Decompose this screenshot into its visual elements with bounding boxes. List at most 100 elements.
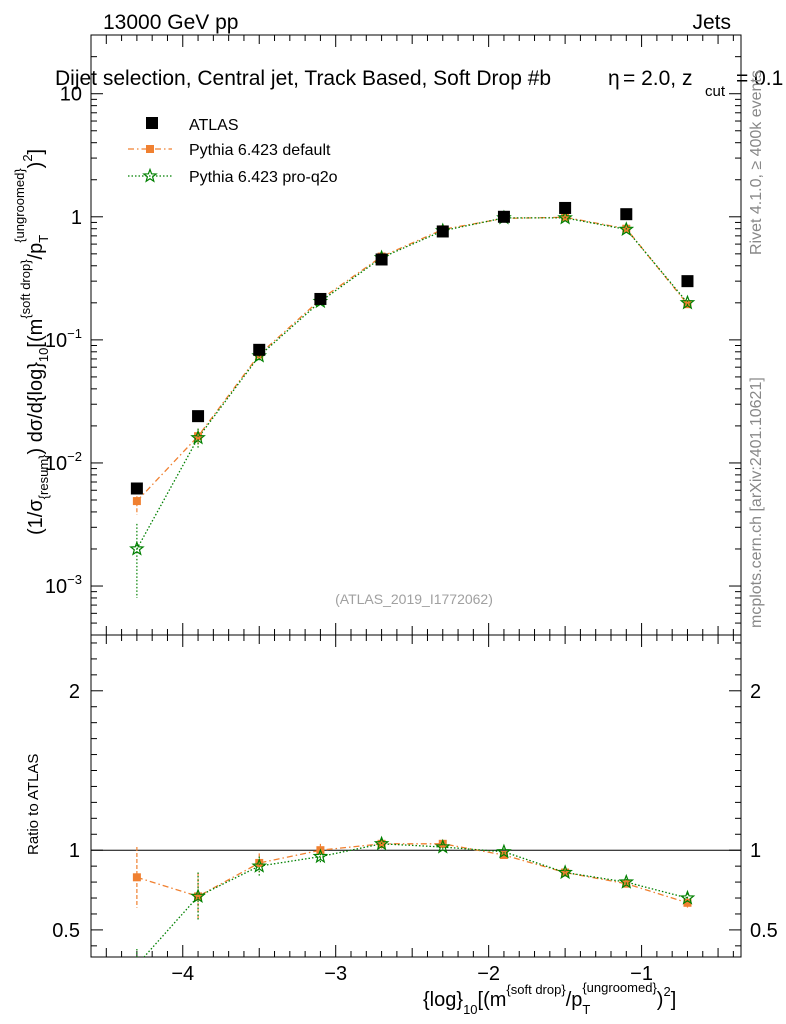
- ratio-y-axis-label: Ratio to ATLAS: [25, 754, 42, 855]
- x-axis-label: {log}10[(m{soft drop}/pT {ungroomed})2]: [423, 980, 676, 1017]
- x-tick-label: −3: [324, 963, 347, 985]
- ratio-default-point: [255, 858, 264, 867]
- legend-atlas-label: ATLAS: [189, 117, 239, 134]
- ratio-proq2o-point: [251, 857, 268, 873]
- atlas-point: [559, 201, 572, 214]
- main-y-tick-label: 1: [71, 207, 82, 229]
- proq2o-point: [618, 221, 635, 237]
- xlabel-part: /p: [566, 989, 583, 1011]
- ylabel-part: /p: [25, 243, 47, 260]
- proq2o-point: [679, 294, 696, 310]
- proq2o-point: [190, 429, 206, 445]
- plot-title-beta: η: [608, 67, 620, 90]
- ratio-proq2o-point: [434, 838, 451, 854]
- ratio-plot-frame: [90, 634, 742, 958]
- xlabel-part: ): [657, 989, 664, 1011]
- ratio-proq2o-point: [496, 843, 512, 859]
- atlas-point: [130, 482, 143, 495]
- proq2o-point: [129, 540, 145, 556]
- ratio-proq2o-point: [618, 873, 635, 889]
- ratio-plot-area: [132, 835, 696, 957]
- main-y-tick-label: 10−2: [45, 449, 82, 475]
- ylabel-part: {ungroomed}: [12, 168, 27, 243]
- ylabel-part: ]: [25, 149, 47, 155]
- x-tick-label: −4: [171, 963, 194, 985]
- ratio-y-tick-label-right: 0.5: [750, 920, 778, 942]
- plot-title: Dijet selection, Central jet, Track Base…: [55, 67, 551, 90]
- ratio-proq2o-point: [136, 956, 137, 957]
- ylabel-part: {resum}: [36, 454, 51, 499]
- xlabel-part: T: [582, 1002, 590, 1017]
- main-y-axis-label: (1/σ{resum}) dσ/d{log}10[(m{soft drop}/p…: [12, 149, 51, 535]
- analysis-watermark: (ATLAS_2019_I1772062): [335, 591, 493, 607]
- xlabel-part: {soft drop}: [506, 982, 566, 997]
- x-tick-label: −2: [477, 963, 500, 985]
- ratio-default-point: [132, 873, 141, 882]
- proq2o-point: [557, 209, 573, 225]
- ratio-line-default: [136, 843, 688, 904]
- xlabel-part: {ungroomed}: [582, 980, 657, 995]
- xlabel-part: {log}: [423, 989, 463, 1011]
- ratio-default-point: [561, 868, 570, 877]
- atlas-point: [681, 275, 694, 288]
- legend-default-label: Pythia 6.423 default: [189, 142, 331, 159]
- plot-title-sub: cut: [705, 83, 726, 100]
- xlabel-part: 10: [463, 1002, 477, 1017]
- legend-proq2o-marker: [142, 167, 158, 183]
- ylabel-part: [(m: [25, 319, 47, 348]
- main-y-tick-label: 10−1: [45, 326, 82, 352]
- ylabel-part: (1/σ: [25, 499, 47, 535]
- svg-text:(1/σ{resum}) dσ/d{log}10[(m{so: (1/σ{resum}) dσ/d{log}10[(m{soft drop}/p…: [12, 149, 51, 535]
- atlas-point: [497, 210, 510, 223]
- ratio-proq2o-point: [373, 835, 390, 851]
- ylabel-part: 2: [20, 154, 35, 161]
- plot-title-end: = 0.1: [736, 67, 783, 90]
- ratio-default-point: [194, 892, 203, 901]
- header-left: 13000 GeV pp: [103, 11, 238, 34]
- ylabel-part: T: [36, 235, 51, 243]
- ratio-y-tick-label: 0.5: [52, 920, 80, 942]
- ratio-proq2o-point: [679, 889, 696, 905]
- xlabel-part: 2: [663, 984, 670, 999]
- main-y-tick-label: 10: [60, 84, 82, 106]
- atlas-point: [253, 343, 266, 356]
- main-axis-ticks: 10−3 10−2 10−1 1 10: [45, 34, 741, 636]
- main-y-tick-label: 10−3: [45, 572, 82, 598]
- side-rivet-text: Rivet 4.1.0, ≥ 400k events: [748, 70, 765, 255]
- ylabel-part: 10: [36, 348, 51, 362]
- ratio-y-tick-label-right: 2: [750, 681, 761, 703]
- legend-atlas-marker: [146, 117, 158, 129]
- atlas-point: [314, 292, 327, 305]
- legend: ATLAS Pythia 6.423 default Pythia 6.423 …: [128, 117, 338, 186]
- side-mcplots-text: mcplots.cern.ch [arXiv:2401.10621]: [748, 377, 765, 628]
- ratio-axis-ticks: 0.5 0.5 1 1 2 2 −4 −3 −2 −1: [52, 635, 778, 985]
- ratio-proq2o-point: [557, 864, 573, 880]
- xlabel-part: [(m: [478, 989, 507, 1011]
- atlas-point: [620, 208, 633, 221]
- ratio-y-tick-label: 2: [69, 681, 80, 703]
- atlas-point: [436, 225, 449, 238]
- series-line-proq2o: [136, 217, 688, 550]
- ratio-proq2o-point: [312, 848, 329, 864]
- ratio-proq2o-point: [190, 888, 206, 904]
- ylabel-part: ): [25, 162, 47, 169]
- ratio-y-tick-label: 1: [69, 840, 80, 862]
- x-tick-label: −1: [630, 963, 653, 985]
- plot-title-tail: = 2.0, z: [623, 67, 692, 90]
- ylabel-part: {soft drop}: [18, 259, 33, 319]
- atlas-point: [192, 410, 205, 423]
- ratio-series-group: [132, 835, 696, 957]
- ratio-line-proq2o: [143, 843, 688, 957]
- ylabel-part: ) dσ/d{log}: [25, 362, 47, 455]
- header-right: Jets: [692, 11, 731, 34]
- legend-proq2o-label: Pythia 6.423 pro-q2o: [189, 169, 338, 186]
- series-line-default: [136, 216, 689, 502]
- default-point: [132, 497, 141, 506]
- ratio-y-tick-label-right: 1: [750, 840, 761, 862]
- legend-default-marker: [146, 145, 154, 153]
- xlabel-part: ]: [671, 989, 677, 1011]
- ratio-default-point: [683, 898, 692, 907]
- atlas-point: [375, 253, 388, 266]
- main-plot-area: [129, 201, 696, 598]
